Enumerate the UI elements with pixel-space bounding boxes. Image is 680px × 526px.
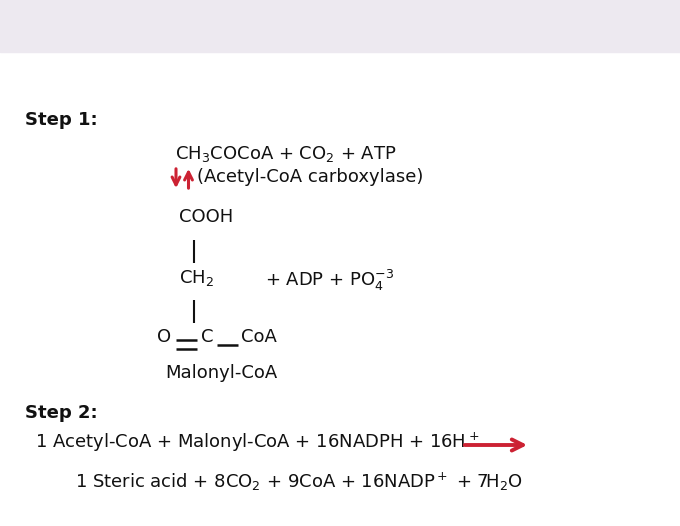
Text: O: O	[157, 328, 171, 346]
Text: CH$_3$COCoA + CO$_2$ + ATP: CH$_3$COCoA + CO$_2$ + ATP	[175, 144, 396, 164]
Text: C: C	[201, 328, 214, 346]
Text: 1 Steric acid + 8CO$_2$ + 9CoA + 16NADP$^+$ + 7H$_2$O: 1 Steric acid + 8CO$_2$ + 9CoA + 16NADP$…	[75, 471, 523, 493]
Bar	[0, 0, 680, 52]
Text: 1 Acetyl-CoA + Malonyl-CoA + 16NADPH + 16H$^+$: 1 Acetyl-CoA + Malonyl-CoA + 16NADPH + 1…	[35, 431, 479, 454]
Text: (Acetyl-CoA carboxylase): (Acetyl-CoA carboxylase)	[197, 168, 424, 186]
Text: Step 2:: Step 2:	[25, 404, 98, 422]
Text: Malonyl-CoA: Malonyl-CoA	[165, 364, 277, 382]
Text: Step 1:: Step 1:	[25, 111, 98, 129]
Text: + ADP + PO$_4^{-3}$: + ADP + PO$_4^{-3}$	[265, 268, 394, 293]
Text: CoA: CoA	[241, 328, 277, 346]
Text: CH$_2$: CH$_2$	[179, 268, 214, 288]
Text: COOH: COOH	[179, 208, 233, 226]
